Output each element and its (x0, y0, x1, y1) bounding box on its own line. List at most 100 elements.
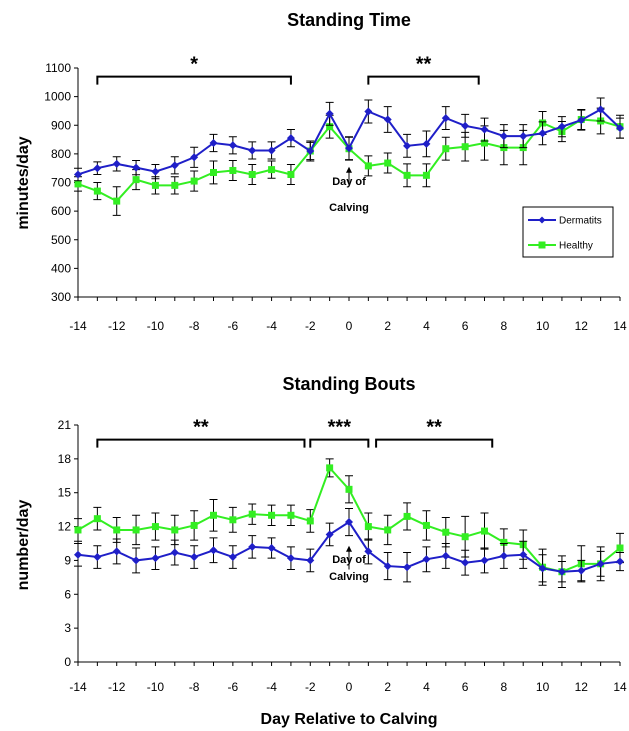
x-tick-label: 0 (346, 319, 353, 333)
data-point (577, 116, 586, 125)
data-point (461, 121, 470, 130)
data-point (210, 511, 217, 519)
x-tick-label: 4 (423, 680, 430, 694)
y-tick-label: 12 (58, 520, 72, 534)
significance-label: ** (193, 417, 209, 439)
significance-bracket (375, 438, 494, 448)
data-point (442, 145, 450, 153)
data-point (538, 564, 547, 573)
data-point (306, 147, 315, 156)
data-point (384, 159, 392, 167)
data-point (132, 163, 141, 172)
legend-box (522, 206, 614, 258)
data-point (171, 526, 179, 534)
calving-annotation: Day of Calving (329, 545, 369, 583)
significance-bracket (96, 75, 292, 85)
significance-label: ** (416, 54, 432, 76)
data-point (248, 510, 256, 518)
data-point (74, 170, 82, 179)
data-point (306, 517, 314, 525)
axes: 300 400 500 600 700 800 900 1000 1100 -14 -12 -10 -8… (44, 61, 627, 333)
data-point (383, 115, 392, 124)
data-point (326, 464, 334, 472)
x-tick-label: 12 (575, 319, 589, 333)
x-tick-label: -6 (228, 319, 239, 333)
x-tick-label: -6 (228, 680, 239, 694)
data-point (268, 166, 276, 174)
x-tick-label: -12 (108, 680, 126, 694)
significance-bracket (96, 438, 306, 448)
data-point (499, 132, 508, 141)
data-point (229, 166, 237, 174)
data-point (93, 164, 102, 173)
y-axis-label: minutes/day (15, 136, 32, 229)
data-point (616, 124, 624, 133)
data-point (325, 530, 334, 539)
x-tick-label: 8 (501, 680, 508, 694)
x-tick-label: 2 (384, 680, 391, 694)
chart-title: Standing Bouts (283, 374, 416, 394)
significance-label: * (190, 54, 198, 76)
data-point (461, 533, 469, 541)
y-tick-label: 1100 (45, 61, 71, 75)
data-point (403, 171, 411, 179)
data-point (190, 153, 199, 162)
significance-bracket (309, 438, 370, 448)
x-tick-label: -4 (266, 319, 277, 333)
data-point (248, 542, 257, 551)
data-point (441, 551, 450, 560)
data-point (93, 515, 101, 523)
data-point (113, 526, 121, 534)
data-point (74, 550, 82, 559)
data-point (170, 161, 179, 170)
data-point (442, 528, 450, 536)
data-point (538, 129, 547, 138)
data-point (481, 527, 488, 535)
data-point (345, 485, 353, 493)
data-point (113, 197, 121, 205)
data-point (151, 181, 159, 189)
chart-standing-time: Standing Time minutes/day 300 400 500 600 70… (15, 10, 627, 333)
x-tick-label: 14 (613, 319, 627, 333)
annotation-arrow-head (346, 166, 352, 173)
data-point (267, 146, 276, 155)
annotation-line-2: Calving (329, 571, 369, 583)
x-tick-label: -12 (108, 319, 126, 333)
axes: 0 3 6 9 12 15 18 21 -14 -12 -10 -8 -6 -4 -2 0 2 4 6 8 10 12 14 (58, 418, 627, 694)
data-point (132, 556, 141, 565)
legend-dermatitis-label: Dermatits (559, 216, 602, 227)
legend-dermatitis-marker (538, 216, 546, 224)
data-point (286, 554, 295, 563)
y-tick-label: 3 (64, 621, 71, 635)
data-point (364, 523, 372, 531)
significance-brackets: ** *** ** (96, 417, 494, 448)
x-tick-label: -14 (69, 680, 87, 694)
series-healthy (74, 107, 624, 216)
series-layer (74, 458, 624, 589)
calving-annotation: Day of Calving (329, 166, 369, 214)
y-tick-label: 500 (51, 233, 71, 247)
x-tick-label: 8 (501, 319, 508, 333)
x-tick-label: -2 (305, 680, 316, 694)
data-point (190, 521, 198, 529)
data-point (170, 548, 179, 557)
chart-title: Standing Time (287, 10, 411, 30)
y-tick-label: 6 (64, 587, 71, 601)
data-point (229, 516, 237, 524)
y-tick-label: 300 (51, 290, 71, 304)
y-axis-label: number/day (15, 500, 32, 591)
data-point (93, 187, 101, 195)
data-point (74, 180, 82, 188)
data-point (171, 181, 179, 189)
data-point (248, 146, 257, 155)
significance-bracket (367, 75, 480, 85)
data-point (287, 170, 295, 178)
data-point (345, 144, 353, 153)
data-point (403, 512, 411, 520)
legend-healthy-label: Healthy (559, 241, 593, 252)
legend: Dermatits Healthy (522, 206, 614, 258)
x-axis-label: Day Relative to Calving (261, 711, 438, 728)
y-tick-label: 700 (51, 176, 71, 190)
y-tick-label: 400 (51, 261, 71, 275)
data-point (112, 547, 121, 556)
